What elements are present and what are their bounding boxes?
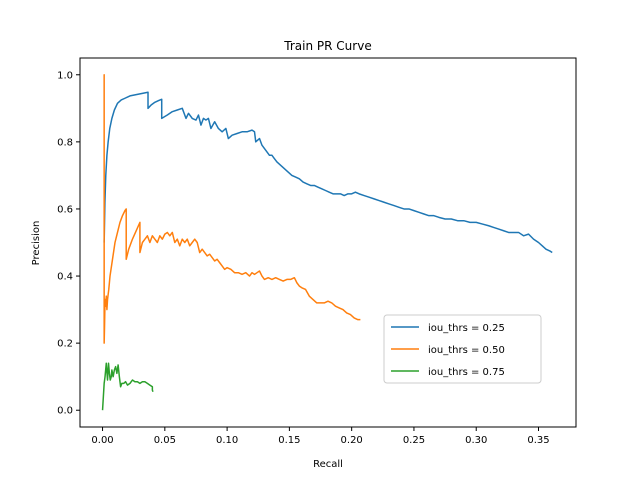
series-line-2 — [103, 74, 361, 344]
x-tick-label: 0.30 — [465, 435, 487, 446]
series-line-1 — [103, 91, 553, 254]
legend-box — [383, 314, 542, 384]
y-tick-label: 0.0 — [57, 406, 73, 417]
legend-label-2: iou_thrs = 0.50 — [428, 345, 505, 356]
y-tick-label: 1.0 — [57, 70, 73, 81]
x-tick-label: 0.05 — [154, 435, 176, 446]
legend: iou_thrs = 0.25 iou_thrs = 0.50 iou_thrs =… — [383, 314, 542, 384]
x-axis: 0.00 0.05 0.10 0.15 0.20 0.25 0.30 0.35 — [91, 427, 550, 446]
legend-label-1: iou_thrs = 0.25 — [428, 323, 505, 334]
y-tick-label: 0.8 — [57, 137, 73, 148]
x-axis-label: Recall — [313, 459, 343, 470]
series-line-3 — [101, 362, 154, 411]
x-tick-label: 0.35 — [527, 435, 549, 446]
x-tick-label: 0.25 — [403, 435, 425, 446]
y-tick-label: 0.2 — [57, 339, 73, 350]
y-axis: 0.0 0.2 0.4 0.6 0.8 1.0 — [57, 70, 80, 417]
plot-area — [101, 74, 553, 411]
y-tick-label: 0.6 — [57, 204, 73, 215]
y-tick-label: 0.4 — [57, 272, 73, 283]
x-tick-label: 0.20 — [341, 435, 363, 446]
axes-frame — [79, 57, 577, 428]
x-tick-label: 0.15 — [278, 435, 300, 446]
y-axis-label: Precision — [31, 221, 42, 266]
x-tick-label: 0.10 — [216, 435, 238, 446]
x-tick-label: 0.00 — [91, 435, 113, 446]
chart-title: Train PR Curve — [283, 39, 371, 53]
legend-label-3: iou_thrs = 0.75 — [428, 367, 505, 378]
